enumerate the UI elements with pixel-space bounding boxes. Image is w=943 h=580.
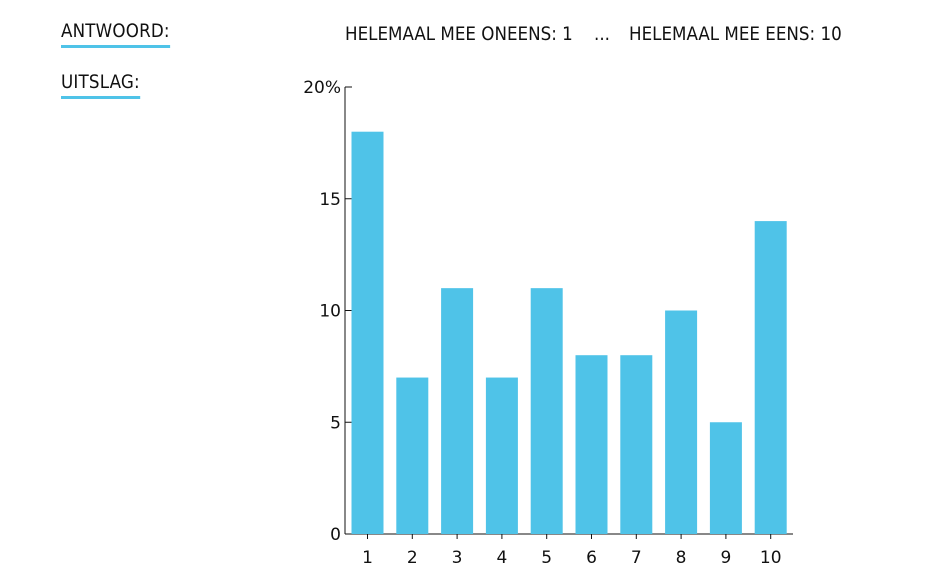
- x-tick-label: 1: [362, 548, 373, 568]
- x-tick-label: 10: [760, 548, 782, 568]
- x-tick-label: 9: [720, 548, 731, 568]
- x-tick-label: 6: [586, 548, 597, 568]
- x-tick-label: 4: [496, 548, 507, 568]
- bar-2: [396, 377, 429, 534]
- x-tick-label: 7: [631, 548, 642, 568]
- scale-min-text: HELEMAAL MEE ONEENS: 1: [345, 23, 573, 45]
- answer-label: ANTWOORD:: [61, 20, 170, 48]
- x-tick-label: 3: [452, 548, 463, 568]
- bar-5: [530, 288, 563, 534]
- x-tick-label: 2: [407, 548, 418, 568]
- bar-8: [665, 310, 698, 534]
- x-tick-label: 5: [541, 548, 552, 568]
- result-label: UITSLAG:: [61, 71, 140, 99]
- y-tick-label: 10: [319, 302, 341, 322]
- y-tick-label: 20%: [303, 78, 341, 98]
- bar-3: [441, 288, 474, 534]
- y-tick-label: 5: [330, 413, 341, 433]
- bar-9: [709, 422, 742, 534]
- bar-1: [351, 131, 384, 534]
- scale-separator: ...: [594, 23, 610, 45]
- y-tick-label: 0: [330, 525, 341, 545]
- bar-7: [620, 355, 653, 534]
- bar-10: [754, 221, 787, 534]
- y-tick-label: 15: [319, 190, 341, 210]
- x-tick-label: 8: [676, 548, 687, 568]
- bar-4: [485, 377, 518, 534]
- bar-6: [575, 355, 608, 534]
- scale-max-text: HELEMAAL MEE EENS: 10: [629, 23, 842, 45]
